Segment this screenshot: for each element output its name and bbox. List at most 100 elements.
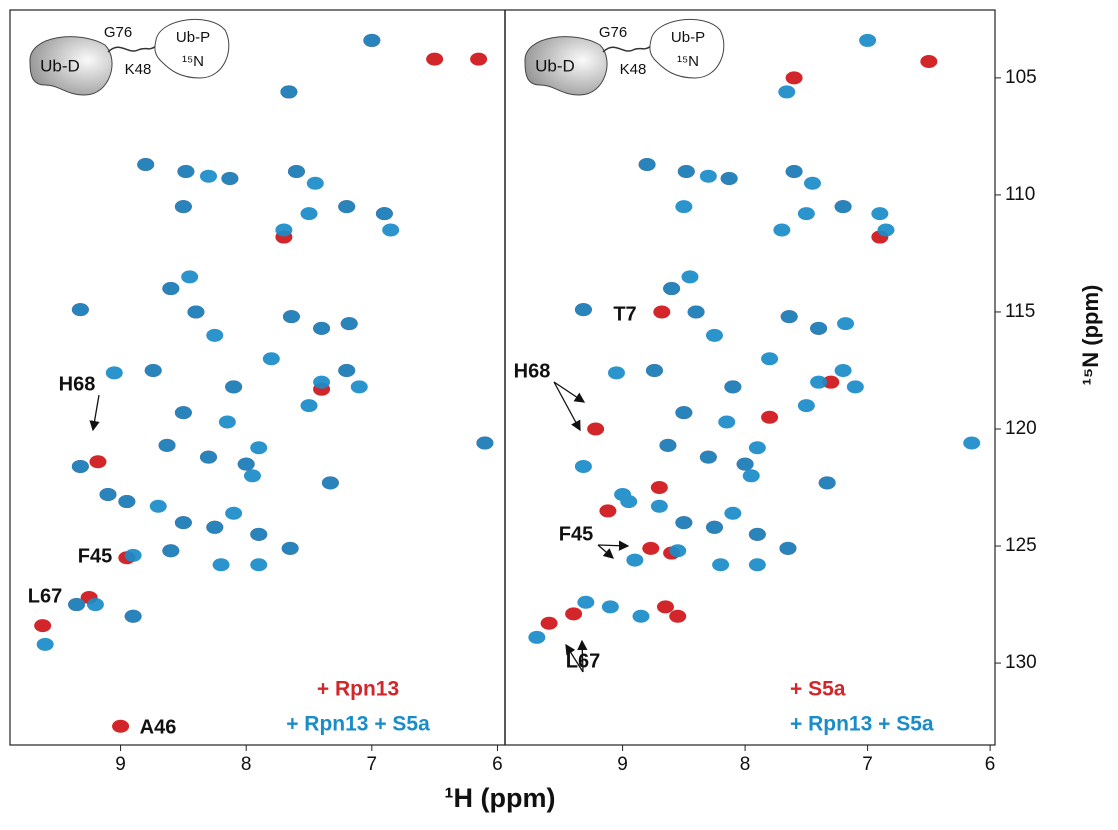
- peak: [218, 415, 236, 429]
- peak: [71, 303, 89, 317]
- peak: [846, 380, 864, 394]
- peak: [250, 558, 268, 572]
- peak: [587, 422, 605, 436]
- annotation-arrow: [553, 381, 586, 403]
- peak: [675, 200, 693, 214]
- peak: [761, 352, 779, 366]
- y-tick-label: 110: [1005, 184, 1035, 205]
- peak: [748, 558, 766, 572]
- annotation-arrow: [565, 643, 584, 673]
- peak: [306, 176, 324, 190]
- peak: [282, 310, 300, 324]
- peak: [785, 165, 803, 179]
- peak: [338, 200, 356, 214]
- peak: [174, 406, 192, 420]
- peak-annotation: H68: [59, 373, 96, 395]
- inset-label: G76: [599, 24, 627, 41]
- peak-series: [36, 33, 494, 651]
- inset-label: K48: [125, 61, 152, 78]
- peak: [778, 85, 796, 99]
- peak: [68, 598, 86, 612]
- peak-series: [34, 33, 494, 733]
- peak: [225, 380, 243, 394]
- peak: [340, 317, 358, 331]
- peak: [162, 544, 180, 558]
- peak: [599, 504, 617, 518]
- peak-annotation: T7: [613, 303, 636, 325]
- ub-p-shape: [649, 18, 725, 79]
- peak: [659, 438, 677, 452]
- inset-label: G76: [104, 24, 132, 41]
- peak: [810, 375, 828, 389]
- peak-annotation: L67: [28, 585, 62, 607]
- peak: [225, 506, 243, 520]
- peak: [650, 481, 668, 495]
- peak: [470, 52, 488, 66]
- peak: [565, 607, 583, 621]
- inset-label: K48: [620, 61, 647, 78]
- peak: [675, 406, 693, 420]
- ub-d-shape: [29, 36, 113, 96]
- peak: [200, 169, 218, 183]
- peak: [834, 200, 852, 214]
- peak: [200, 450, 218, 464]
- peak: [797, 399, 815, 413]
- inset-label: ¹⁵N: [182, 53, 204, 70]
- peak-annotation: H68: [514, 360, 551, 382]
- x-tick-label: 8: [241, 754, 252, 775]
- peak: [642, 541, 660, 555]
- legend-entry: + Rpn13: [317, 678, 399, 701]
- peak: [632, 609, 650, 623]
- peak: [300, 399, 318, 413]
- peak: [663, 282, 681, 296]
- peak: [818, 476, 836, 490]
- peak: [705, 328, 723, 342]
- peak: [675, 516, 693, 530]
- peak: [105, 366, 123, 380]
- peak: [350, 380, 368, 394]
- peak: [375, 207, 393, 221]
- peak: [607, 366, 625, 380]
- peak: [221, 172, 239, 186]
- peak: [626, 553, 644, 567]
- legend-entry: + S5a: [790, 678, 846, 701]
- ub-d-shape: [524, 36, 608, 96]
- peak: [137, 157, 155, 171]
- y-axis-label: ¹⁵N (ppm): [1078, 285, 1103, 386]
- peak: [687, 305, 705, 319]
- peak: [761, 410, 779, 424]
- plot-frame: [9, 9, 996, 746]
- annotation-arrow: [89, 394, 100, 432]
- peak: [528, 630, 546, 644]
- peak: [300, 207, 318, 221]
- peak: [86, 598, 104, 612]
- annotation-arrow: [597, 544, 614, 559]
- peak-annotation: F45: [78, 545, 112, 567]
- peak: [71, 459, 89, 473]
- peak: [363, 33, 381, 47]
- peak: [313, 321, 331, 335]
- peak: [677, 165, 695, 179]
- peak: [712, 558, 730, 572]
- peak: [321, 476, 339, 490]
- peak: [243, 469, 261, 483]
- peak: [36, 637, 54, 651]
- peak: [785, 71, 803, 85]
- peak: [837, 317, 855, 331]
- x-tick-label: 7: [862, 754, 873, 775]
- y-tick-label: 130: [1005, 652, 1037, 673]
- x-tick-label: 6: [492, 754, 503, 775]
- peak: [859, 33, 877, 47]
- peak: [620, 495, 638, 509]
- peak: [669, 609, 687, 623]
- peak: [124, 548, 142, 562]
- peak: [724, 380, 742, 394]
- peak: [779, 541, 797, 555]
- peak: [699, 169, 717, 183]
- peak: [780, 310, 798, 324]
- peak: [669, 544, 687, 558]
- x-tick-label: 7: [367, 754, 378, 775]
- peak: [174, 200, 192, 214]
- peak: [162, 282, 180, 296]
